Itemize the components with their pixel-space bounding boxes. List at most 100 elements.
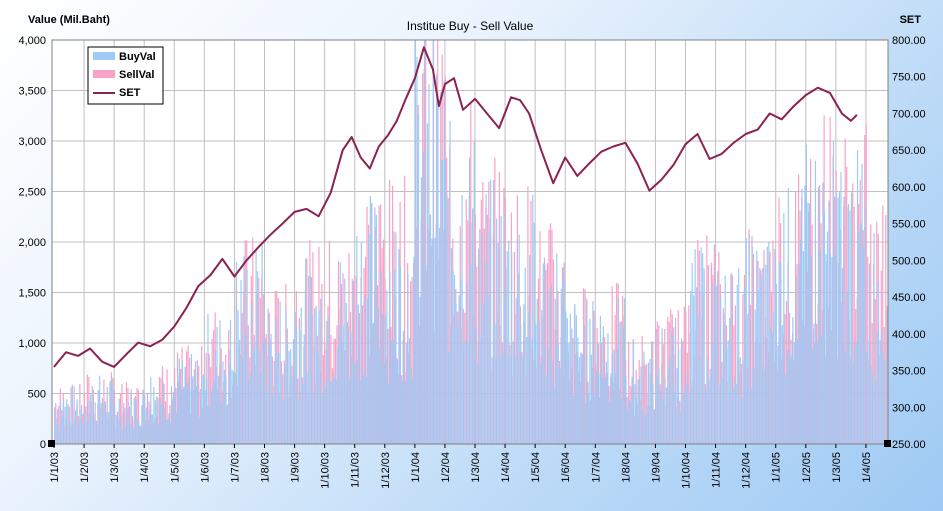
buyval-bar <box>760 274 762 444</box>
buyval-bar <box>879 340 881 444</box>
buyval-bar <box>472 208 474 444</box>
buyval-bar <box>357 304 359 444</box>
buyval-bar <box>229 319 232 444</box>
buyval-bar <box>646 406 648 444</box>
buyval-bar <box>479 337 481 444</box>
plot-handle-right[interactable] <box>884 440 891 447</box>
buyval-bar <box>336 348 338 444</box>
buyval-bar <box>762 267 764 444</box>
buyval-bar <box>545 375 547 444</box>
buyval-bar <box>671 335 674 444</box>
buyval-bar <box>183 386 185 444</box>
buyval-bar <box>211 386 214 444</box>
sellval-bar <box>811 224 813 444</box>
buyval-bar <box>148 410 150 444</box>
buyval-bar <box>771 332 773 444</box>
buyval-bar <box>66 399 68 444</box>
buyval-bar <box>299 330 301 444</box>
buyval-bar <box>296 325 298 444</box>
buyval-bar <box>517 274 519 444</box>
buyval-bar <box>190 353 193 444</box>
plot-border <box>51 39 889 445</box>
buyval-bar <box>747 313 749 444</box>
buyval-bar <box>109 380 111 444</box>
buyval-bar <box>596 341 598 444</box>
buyval-bar <box>873 233 875 444</box>
y-tick-label: 0 <box>40 439 46 451</box>
sellval-bar <box>498 171 500 444</box>
buyval-bar <box>822 182 824 445</box>
sellval-bar <box>392 185 394 444</box>
buyval-bar <box>802 251 804 444</box>
buyval-bar <box>444 158 447 444</box>
buyval-bar <box>102 403 104 444</box>
buyval-bar <box>831 257 833 444</box>
buyval-bar <box>335 379 337 444</box>
buyval-bar <box>623 298 626 444</box>
buyval-bar <box>374 207 376 444</box>
buyval-bar <box>490 179 492 444</box>
buyval-bar <box>351 278 353 444</box>
buyval-bar <box>844 351 847 444</box>
buyval-bar <box>617 298 620 444</box>
buyval-bar <box>423 40 426 444</box>
buyval-bar <box>431 238 433 444</box>
buyval-bar <box>819 249 821 444</box>
sellval-bar <box>706 235 708 444</box>
buyval-bar <box>676 368 678 444</box>
y-tick-label: 3,500 <box>18 86 46 98</box>
buyval-bar <box>291 376 293 444</box>
buyval-bar <box>553 387 555 444</box>
buyval-bar <box>673 390 675 444</box>
buyval-bar <box>64 406 66 444</box>
buyval-bar <box>317 353 319 444</box>
sellval-bar <box>121 383 123 444</box>
buyval-bar <box>234 373 236 444</box>
buyval-bar <box>604 377 606 444</box>
buyval-bar <box>837 197 839 444</box>
buyval-bar <box>858 232 860 444</box>
buyval-bar <box>266 390 268 444</box>
buyval-bar <box>305 258 307 444</box>
buyval-bar <box>577 337 579 444</box>
buyval-bar <box>628 399 630 444</box>
x-tick-label: 1/3/04 <box>470 452 482 483</box>
buyval-bar <box>772 311 774 444</box>
buyval-bar <box>855 343 857 444</box>
buyval-bar <box>491 357 493 444</box>
buyval-bar <box>123 403 125 444</box>
buyval-bar <box>446 195 448 444</box>
buyval-bar <box>511 252 513 444</box>
buyval-bar <box>634 384 636 444</box>
buyval-bar <box>640 366 642 444</box>
buyval-bar <box>835 193 838 444</box>
buyval-bar <box>613 349 615 444</box>
buyval-bar <box>163 408 165 444</box>
buyval-bar <box>697 314 699 444</box>
plot-handle-left[interactable] <box>48 440 55 447</box>
sellval-bar <box>718 252 720 444</box>
buyval-bar <box>631 376 633 444</box>
buyval-bar <box>514 357 516 444</box>
buyval-bar <box>217 375 220 444</box>
buyval-bar <box>459 279 462 444</box>
buyval-bar <box>808 203 811 444</box>
buyval-bar <box>569 313 571 444</box>
buyval-bar <box>210 391 212 444</box>
buyval-bar <box>556 253 558 444</box>
buyval-bar <box>108 411 110 444</box>
buyval-bar <box>55 424 57 444</box>
sellval-bar <box>844 138 846 444</box>
buyval-bar <box>57 409 59 444</box>
buyval-bar <box>649 358 651 444</box>
buyval-bar <box>470 264 472 444</box>
buyval-bar <box>608 402 611 444</box>
legend[interactable]: BuyVal SellVal SET <box>87 46 164 105</box>
buyval-bar <box>575 315 577 444</box>
buyval-bar <box>438 228 441 444</box>
buyval-bar <box>434 237 436 444</box>
buyval-bar <box>730 273 732 444</box>
sellval-bar <box>382 239 385 444</box>
buyval-bar <box>235 261 238 444</box>
buyval-bar <box>810 255 812 444</box>
